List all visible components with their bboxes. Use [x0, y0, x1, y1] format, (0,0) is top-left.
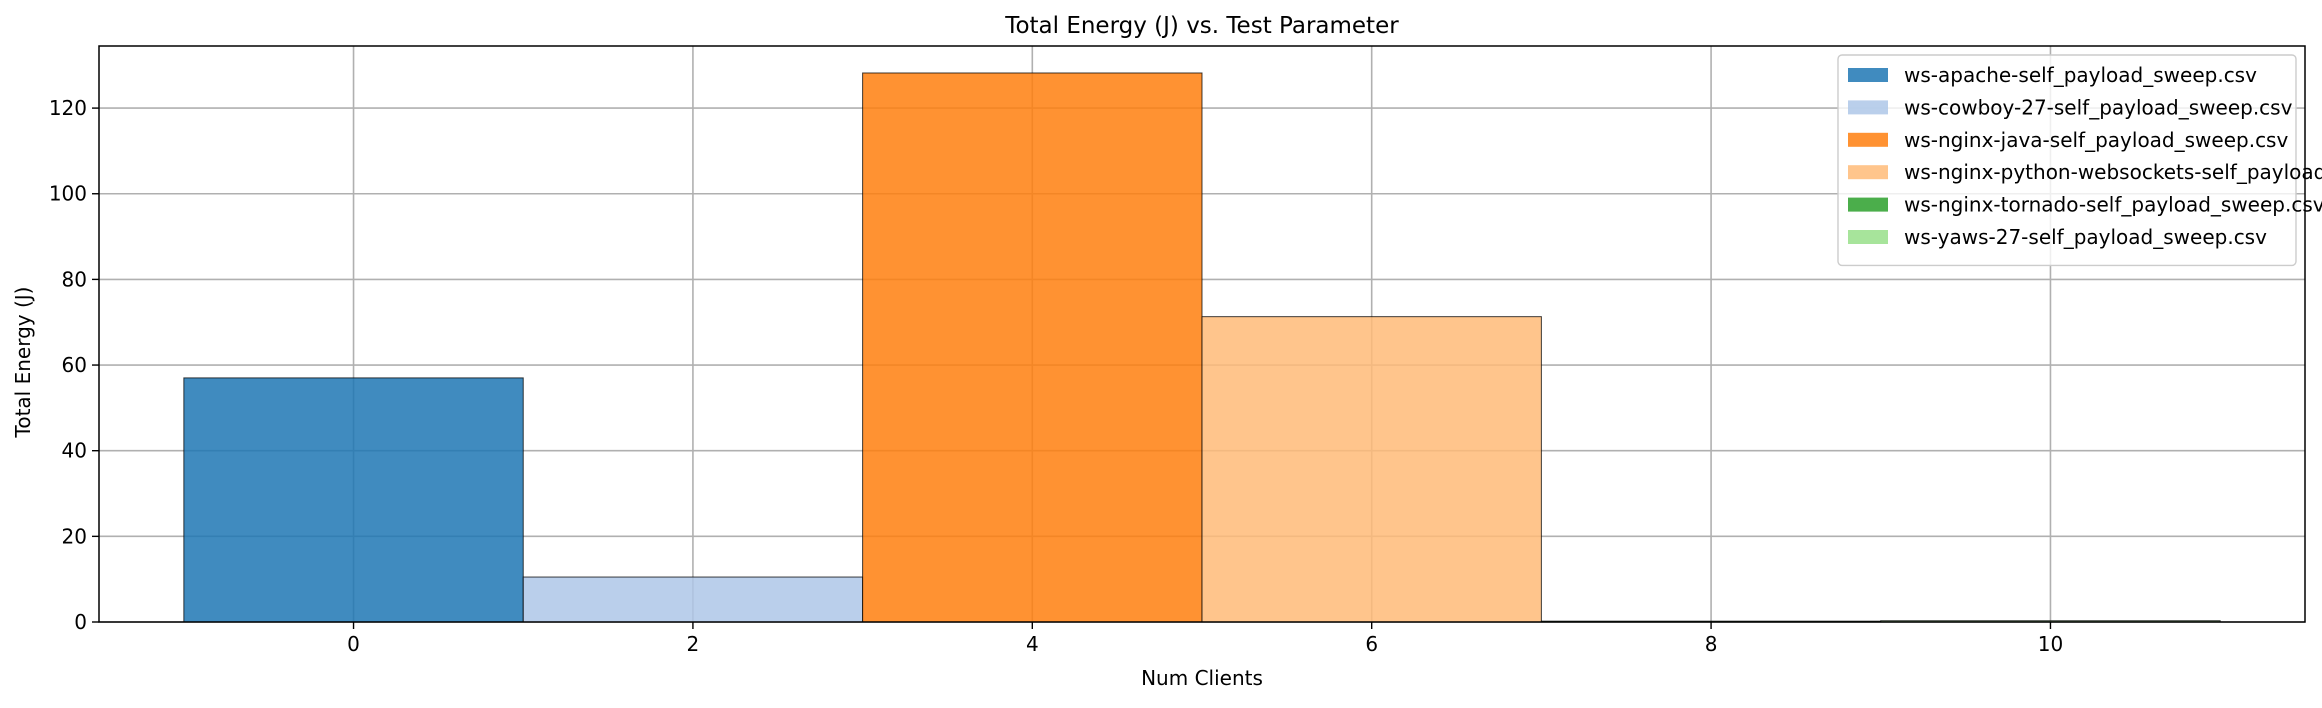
x-tick-label: 10 — [2038, 632, 2063, 656]
y-tick-label: 40 — [62, 439, 87, 463]
x-tick-label: 6 — [1365, 632, 1378, 656]
x-axis-label: Num Clients — [1141, 666, 1263, 690]
legend-label: ws-cowboy-27-self_payload_sweep.csv — [1904, 95, 2293, 119]
y-tick-label: 0 — [74, 610, 87, 634]
bars — [183, 72, 2221, 623]
legend: ws-apache-self_payload_sweep.csv ws-cowbo… — [1837, 54, 2322, 267]
legend-label: ws-apache-self_payload_sweep.csv — [1904, 63, 2257, 87]
legend-swatch — [1848, 165, 1888, 180]
legend-swatch — [1848, 197, 1888, 212]
bar-series-2 — [862, 72, 1203, 623]
x-tick-label: 4 — [1026, 632, 1039, 656]
legend-swatch — [1848, 132, 1888, 147]
y-tick-label: 100 — [49, 182, 87, 206]
legend-label: ws-nginx-tornado-self_payload_sweep.csv — [1904, 193, 2322, 217]
legend-label: ws-nginx-python-websockets-self_payload_… — [1904, 160, 2322, 184]
y-tick-label: 80 — [62, 267, 87, 291]
x-tick-label: 8 — [1705, 632, 1718, 656]
legend-swatch — [1848, 100, 1888, 115]
legend-label: ws-nginx-java-self_payload_sweep.csv — [1904, 128, 2288, 152]
x-tick-label: 2 — [687, 632, 700, 656]
legend-label: ws-yaws-27-self_payload_sweep.csv — [1904, 225, 2267, 249]
x-tick-label: 0 — [347, 632, 360, 656]
legend-box — [1837, 54, 2297, 267]
legend-swatch — [1848, 68, 1888, 82]
y-tick-label: 60 — [62, 353, 87, 377]
legend-swatch — [1848, 230, 1888, 244]
bar-series-3 — [1201, 316, 1542, 623]
chart-title: Total Energy (J) vs. Test Parameter — [1004, 13, 1399, 39]
bar-series-1 — [522, 576, 864, 623]
plot-frame — [98, 45, 2306, 623]
y-tick-label: 120 — [49, 96, 87, 120]
y-tick-label: 20 — [62, 524, 87, 548]
y-axis-label: Total Energy (J) — [11, 287, 35, 439]
bar-series-0 — [183, 377, 524, 623]
